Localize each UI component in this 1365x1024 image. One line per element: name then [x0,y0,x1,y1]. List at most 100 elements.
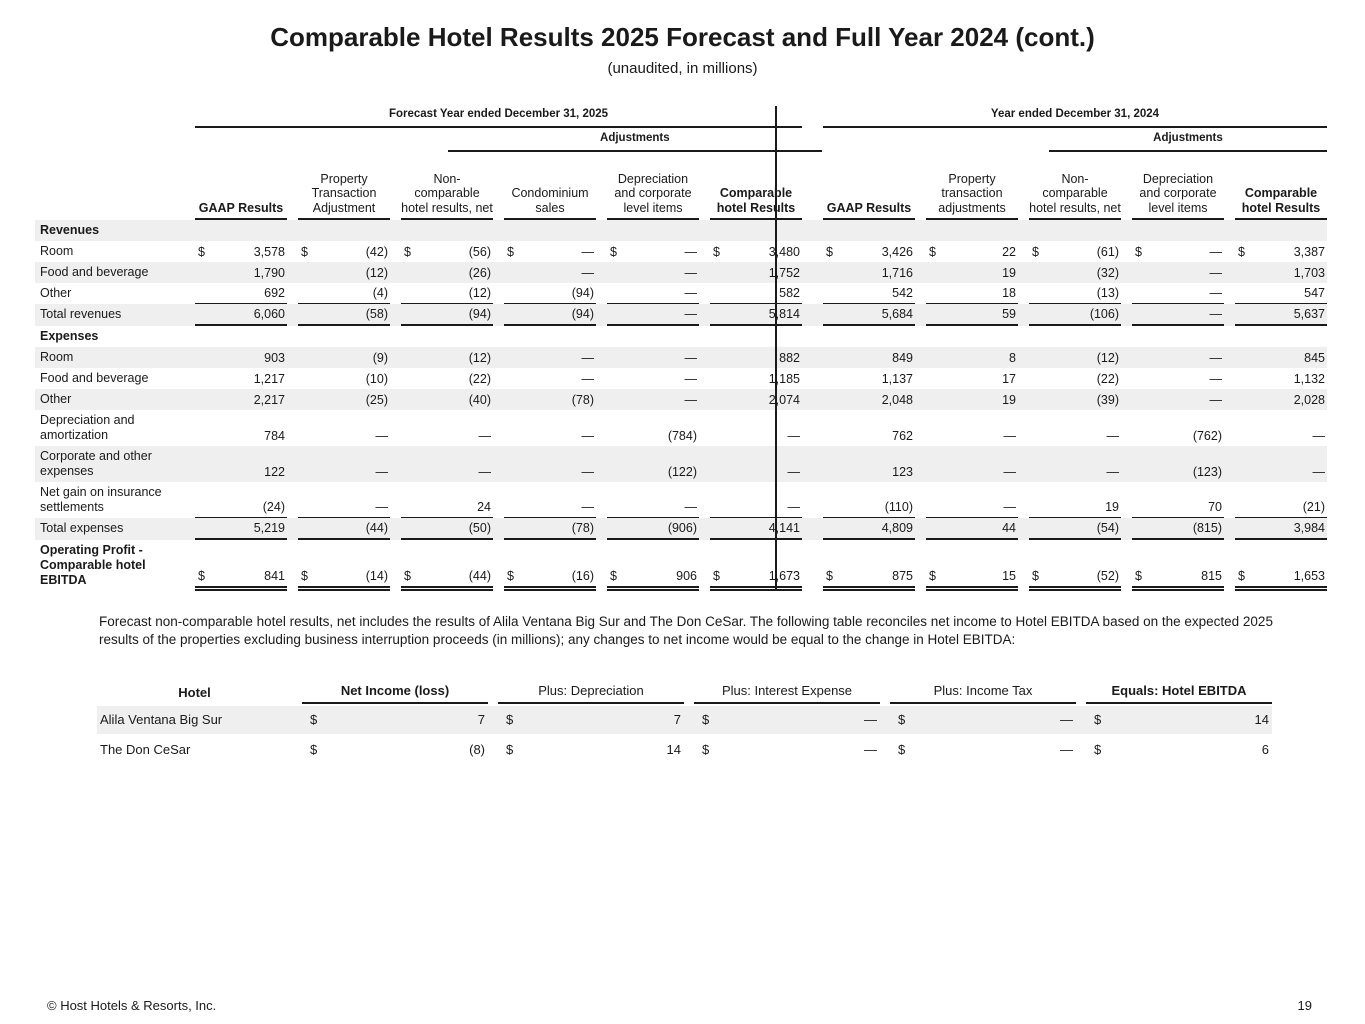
dollar-sign: $ [198,245,205,259]
value-cell: — [926,410,1018,446]
value-cell: $14 [498,742,684,757]
value-cell: — [298,482,390,518]
cell-value: (56) [468,245,491,259]
cell-value: — [684,500,698,514]
value-cell: (9) [298,347,390,368]
value-cell: $1,673 [710,540,802,591]
value-cell [823,220,915,241]
cell-value: 906 [676,569,697,583]
row-label: Net gain on insurance settlements [40,485,162,514]
value-cell: (94) [504,283,596,304]
cell-value: 14 [1254,712,1269,728]
cell-value: (44) [365,521,388,535]
recon-column-header: Plus: Interest Expense [694,683,880,704]
column-header: GAAP Results [195,201,287,220]
value-cell: $ (44) [401,540,493,591]
cell-value: 2,074 [768,393,800,407]
cell-value: — [1003,500,1017,514]
value-cell: 17 [926,368,1018,389]
cell-value: (123) [1192,465,1222,479]
cell-value: 784 [264,429,285,443]
value-cell: $3,578 [195,241,287,262]
dollar-sign: $ [702,712,710,728]
table-gap [802,518,823,540]
cell-value: 1,185 [768,372,800,386]
value-cell: $841 [195,540,287,591]
main-table-row: Room $3,578 $ (42) $ (56) $ — $ — $3,480 $3,426 $22 $… [35,241,1327,262]
value-cell: (12) [298,262,390,283]
cell-value: 815 [1201,569,1222,583]
cell-value: 2,048 [881,393,913,407]
value-cell: — [504,446,596,482]
value-cell: (106) [1029,304,1121,326]
value-cell: $815 [1132,540,1224,591]
cell-value: 1,132 [1293,372,1325,386]
ebitda-reconciliation-table: Hotel Net Income (loss) Plus: Depreciation… [0,683,1365,764]
value-cell: — [926,482,1018,518]
dollar-sign: $ [1094,742,1102,758]
cell-value: (50) [468,521,491,535]
value-cell [195,326,287,347]
value-cell: (762) [1132,410,1224,446]
cell-value: (12) [468,286,491,300]
cell-value: 3,578 [253,245,285,259]
cell-value: — [1312,429,1326,443]
value-cell: 19 [926,262,1018,283]
cell-value: 5,814 [768,307,800,321]
value-cell [607,326,699,347]
recon-header-row: Hotel Net Income (loss) Plus: Depreciation… [97,683,1272,704]
value-cell: (906) [607,518,699,540]
value-cell: 2,217 [195,389,287,410]
value-cell: 784 [195,410,287,446]
value-cell: (78) [504,389,596,410]
value-cell: (54) [1029,518,1121,540]
cell-value: (13) [1096,286,1119,300]
table-gap [802,241,823,262]
value-cell: (123) [1132,446,1224,482]
cell-value: — [787,500,801,514]
cell-value: (10) [365,372,388,386]
row-label: Food and beverage [40,371,149,385]
cell-value: 841 [264,569,285,583]
cell-value: — [787,465,801,479]
value-cell: — [607,262,699,283]
value-cell [1132,220,1224,241]
row-label: Food and beverage [40,265,149,279]
value-cell: 762 [823,410,915,446]
cell-value: 1,716 [881,266,913,280]
cell-value: — [684,393,698,407]
row-label: Room [40,350,74,364]
cell-value: 18 [1002,286,1016,300]
recon-column-header: Equals: Hotel EBITDA [1086,683,1272,704]
dollar-sign: $ [507,569,514,583]
value-cell: — [1132,283,1224,304]
row-label: Total expenses [40,521,124,535]
cell-value: (12) [1096,351,1119,365]
value-cell: $ — [504,241,596,262]
value-cell: 582 [710,283,802,304]
dollar-sign: $ [929,245,936,259]
value-cell [195,220,287,241]
value-cell: — [1029,446,1121,482]
value-cell: $ — [607,241,699,262]
cell-value: — [581,500,595,514]
value-cell: $1,653 [1235,540,1327,591]
table-gap [802,410,823,446]
cell-value: (32) [1096,266,1119,280]
value-cell: — [1235,410,1327,446]
value-cell [926,326,1018,347]
cell-value: (58) [365,307,388,321]
cell-value: 19 [1105,500,1119,514]
cell-value: — [1209,245,1223,259]
hotel-name: Alila Ventana Big Sur [100,712,223,728]
dollar-sign: $ [310,712,318,728]
cell-value: 2,217 [253,393,285,407]
column-header: Property transaction adjustments [926,172,1018,220]
cell-value: (40) [468,393,491,407]
table-gap [802,540,823,591]
value-cell: — [1132,389,1224,410]
value-cell: (32) [1029,262,1121,283]
value-cell: 2,074 [710,389,802,410]
value-cell: (58) [298,304,390,326]
value-cell: 1,185 [710,368,802,389]
